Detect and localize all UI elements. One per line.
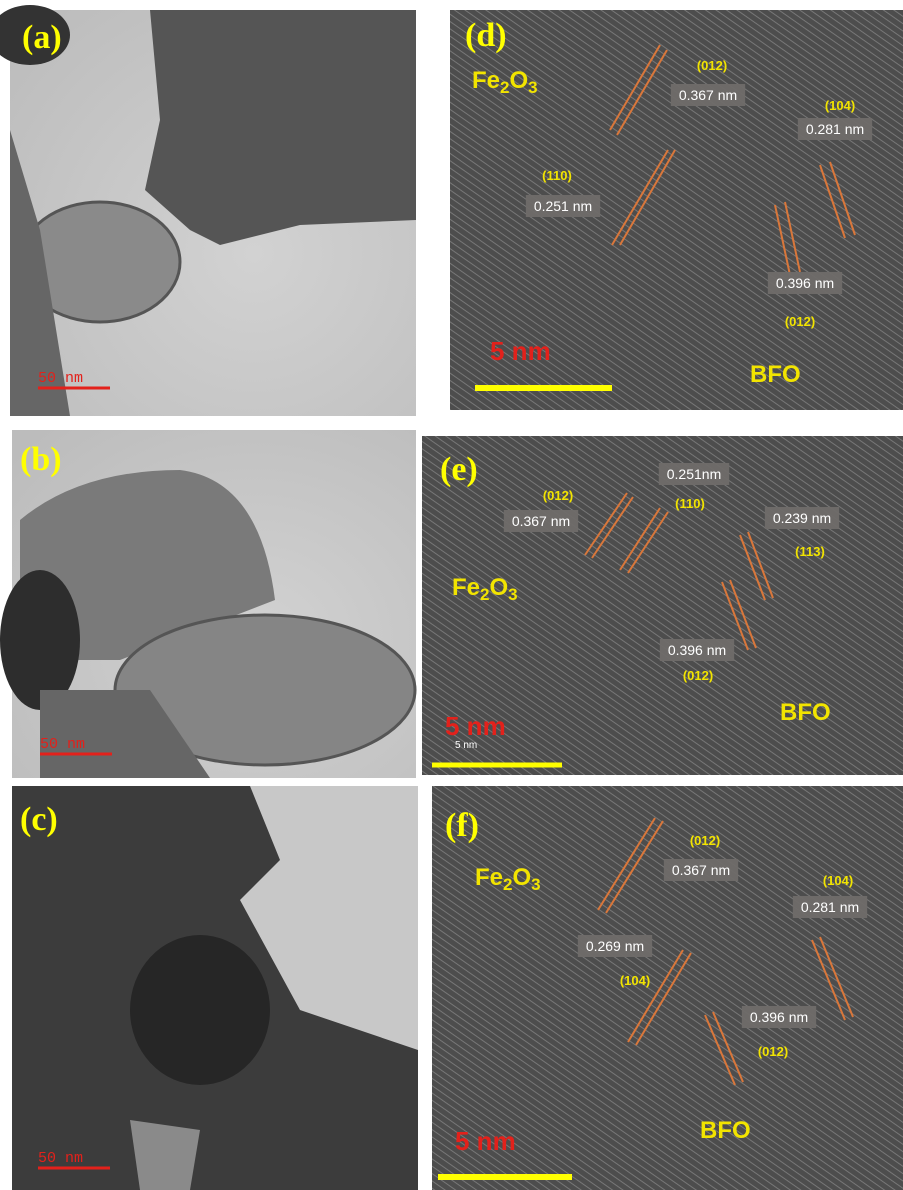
- spacing-label: 0.269 nm: [586, 938, 644, 954]
- plane-index: (104): [823, 873, 853, 888]
- spacing-label: 0.281 nm: [806, 121, 864, 137]
- panel-d-image: [450, 10, 903, 410]
- spacing-box: [525, 195, 601, 217]
- panel-label: (c): [20, 801, 58, 838]
- plane-index: (012): [683, 668, 713, 683]
- scale-bars: [38, 385, 612, 1180]
- spacing-label: 0.396 nm: [776, 275, 834, 291]
- formula-part: Fe: [472, 67, 500, 94]
- panel-label: (f): [445, 807, 479, 844]
- panel-label: (d): [465, 17, 507, 54]
- phase-formula: Fe2O3: [475, 864, 541, 894]
- spacing-label: 0.367 nm: [679, 87, 737, 103]
- spacing-box: [659, 639, 735, 661]
- phase-formula: Fe2O3: [452, 574, 518, 604]
- panel-e-image: [422, 436, 903, 775]
- phase-label: BFO: [780, 699, 831, 726]
- spacing-box: [764, 507, 840, 529]
- formula-part: 3: [531, 875, 540, 894]
- spacing-label: 0.396 nm: [668, 642, 726, 658]
- spacing-box: [792, 896, 868, 918]
- panel-label: (e): [440, 451, 478, 488]
- lattice-lines: [584, 44, 856, 1086]
- scale-bar-label: 50 nm: [38, 370, 83, 387]
- spacing-label: 0.239 nm: [773, 510, 831, 526]
- panel-label: (a): [22, 19, 62, 56]
- plane-index: (110): [542, 168, 572, 183]
- scale-bar-label: 50 nm: [40, 736, 85, 753]
- spacing-label: 0.281 nm: [801, 899, 859, 915]
- formula-part: Fe: [452, 574, 480, 601]
- plane-index: (012): [785, 314, 815, 329]
- formula-part: O: [489, 574, 508, 601]
- panel-c-image: [12, 786, 418, 1190]
- formula-part: O: [512, 864, 531, 891]
- scale-bar-label: 5 nm: [445, 711, 506, 741]
- spacing-box: [670, 84, 746, 106]
- formula-part: 2: [503, 875, 512, 894]
- spacing-label: 0.251 nm: [534, 198, 592, 214]
- spacing-box: [663, 859, 739, 881]
- formula-part: 2: [480, 585, 489, 604]
- spacing-box: [503, 510, 579, 532]
- panel-a-image: [0, 5, 416, 416]
- scale-bar-label: 5 nm: [455, 1126, 516, 1156]
- formula-part: 2: [500, 78, 509, 97]
- panel-f-image: [432, 786, 903, 1190]
- plane-index: (012): [543, 488, 573, 503]
- plane-index: (110): [675, 496, 705, 511]
- scale-bar-label: 50 nm: [38, 1150, 83, 1167]
- spacing-label: 0.367 nm: [512, 513, 570, 529]
- spacing-box: [658, 463, 730, 485]
- plane-index: (012): [758, 1044, 788, 1059]
- scale-bar-label: 5 nm: [490, 336, 551, 366]
- plane-index: (113): [795, 544, 825, 559]
- phase-label: BFO: [750, 361, 801, 388]
- spacing-box: [767, 272, 843, 294]
- formula-part: Fe: [475, 864, 503, 891]
- spacing-label: 0.367 nm: [672, 862, 730, 878]
- spacing-box: [741, 1006, 817, 1028]
- plane-index: (012): [697, 58, 727, 73]
- plane-index: (104): [825, 98, 855, 113]
- phase-formula: Fe2O3: [472, 67, 538, 97]
- spacing-label: 0.251nm: [667, 466, 721, 482]
- panel-label: (b): [20, 441, 62, 478]
- formula-part: O: [509, 67, 528, 94]
- spacing-box: [797, 118, 873, 140]
- spacing-box: [577, 935, 653, 957]
- plane-index: (104): [620, 973, 650, 988]
- spacing-label: 0.396 nm: [750, 1009, 808, 1025]
- formula-part: 3: [508, 585, 517, 604]
- panel-b-image: [0, 430, 417, 778]
- plane-index: (012): [690, 833, 720, 848]
- scale-bar-label-small: 5 nm: [455, 740, 477, 751]
- phase-label: BFO: [700, 1117, 751, 1144]
- formula-part: 3: [528, 78, 537, 97]
